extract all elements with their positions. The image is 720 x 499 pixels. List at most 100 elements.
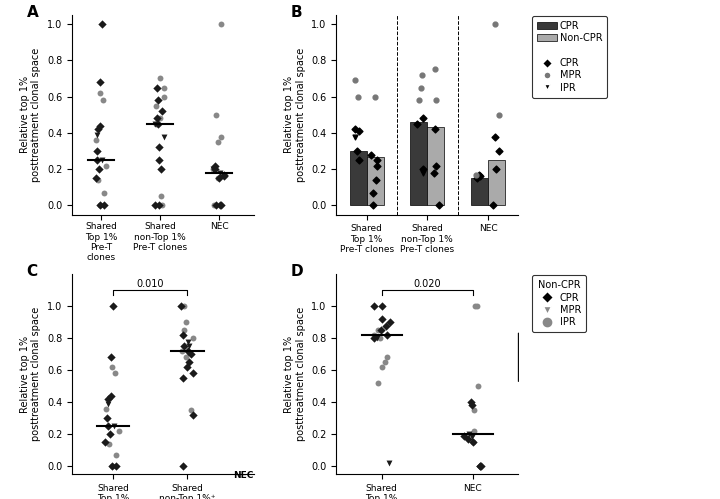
Point — [177, 374, 189, 382]
Point — [215, 20, 227, 28]
Point — [381, 331, 392, 339]
Point — [91, 156, 103, 164]
Point — [185, 406, 197, 414]
Legend: CPR, MPR, IPR: CPR, MPR, IPR — [532, 275, 586, 332]
Y-axis label: Relative top 1%
posttreatment clonal space: Relative top 1% posttreatment clonal spa… — [284, 307, 305, 442]
Point — [96, 156, 108, 164]
Point — [212, 138, 224, 146]
Point — [155, 193, 166, 201]
Point — [413, 96, 425, 104]
Point — [417, 169, 428, 177]
Point — [102, 395, 114, 403]
Point — [490, 20, 501, 28]
Point — [178, 326, 189, 334]
Point — [155, 114, 166, 122]
Point — [106, 462, 117, 470]
Point — [92, 125, 104, 133]
Point — [179, 302, 190, 310]
Y-axis label: Relative top 1%
posttreatment clonal space: Relative top 1% posttreatment clonal spa… — [284, 47, 305, 182]
Point — [429, 125, 441, 133]
Point — [417, 71, 428, 79]
Point — [433, 202, 445, 210]
Bar — [366, 157, 384, 206]
Text: A: A — [27, 5, 38, 20]
Point — [94, 202, 106, 210]
Point — [376, 363, 387, 371]
Point — [98, 96, 109, 104]
Point — [354, 127, 365, 135]
Point — [462, 435, 474, 443]
Point — [349, 125, 361, 133]
Point — [177, 462, 189, 470]
Point — [367, 189, 379, 197]
Point — [384, 318, 396, 326]
Point — [94, 165, 105, 173]
Point — [110, 451, 122, 459]
Point — [179, 342, 190, 350]
Point — [354, 156, 365, 164]
Point — [491, 165, 503, 173]
Point — [149, 202, 161, 210]
Point — [99, 438, 111, 446]
Point — [467, 438, 479, 446]
Point — [152, 96, 163, 104]
Point — [92, 176, 104, 184]
Point — [187, 334, 199, 342]
Point — [104, 430, 116, 438]
Point — [487, 202, 498, 210]
Point — [458, 432, 469, 440]
Point — [91, 131, 103, 139]
Point — [353, 93, 364, 101]
Point — [150, 102, 162, 110]
Point — [375, 326, 387, 334]
Point — [209, 165, 220, 173]
Point — [371, 156, 382, 164]
Point — [183, 358, 194, 366]
Point — [102, 400, 113, 408]
Point — [379, 358, 391, 366]
Point — [94, 202, 106, 210]
Point — [368, 302, 379, 310]
Point — [186, 350, 197, 358]
Point — [102, 422, 114, 430]
Point — [105, 392, 117, 400]
Point — [207, 165, 219, 173]
Point — [377, 315, 388, 323]
Point — [181, 363, 193, 371]
Point — [365, 151, 377, 159]
Point — [151, 114, 163, 122]
Point — [152, 83, 163, 91]
Point — [476, 462, 487, 470]
Point — [374, 334, 385, 342]
Point — [100, 162, 112, 170]
Point — [184, 342, 195, 350]
Point — [431, 162, 442, 170]
Point — [367, 202, 379, 210]
Point — [468, 406, 480, 414]
Point — [213, 174, 225, 182]
Point — [469, 302, 481, 310]
Point — [349, 76, 361, 84]
Point — [415, 83, 427, 91]
Point — [465, 398, 477, 406]
Point — [470, 171, 482, 179]
Point — [384, 459, 395, 467]
Point — [466, 433, 477, 441]
Point — [207, 165, 219, 173]
Point — [210, 111, 222, 119]
Point — [372, 379, 383, 387]
Point — [215, 202, 227, 210]
Point — [150, 120, 161, 128]
Point — [108, 302, 120, 310]
Point — [466, 401, 477, 409]
Point — [372, 162, 383, 170]
Point — [154, 74, 166, 82]
Text: D: D — [291, 264, 303, 279]
Point — [106, 353, 117, 361]
Point — [98, 189, 109, 197]
Point — [155, 165, 166, 173]
Point — [215, 133, 227, 141]
Point — [376, 302, 387, 310]
Point — [94, 78, 106, 86]
Point — [428, 169, 440, 177]
